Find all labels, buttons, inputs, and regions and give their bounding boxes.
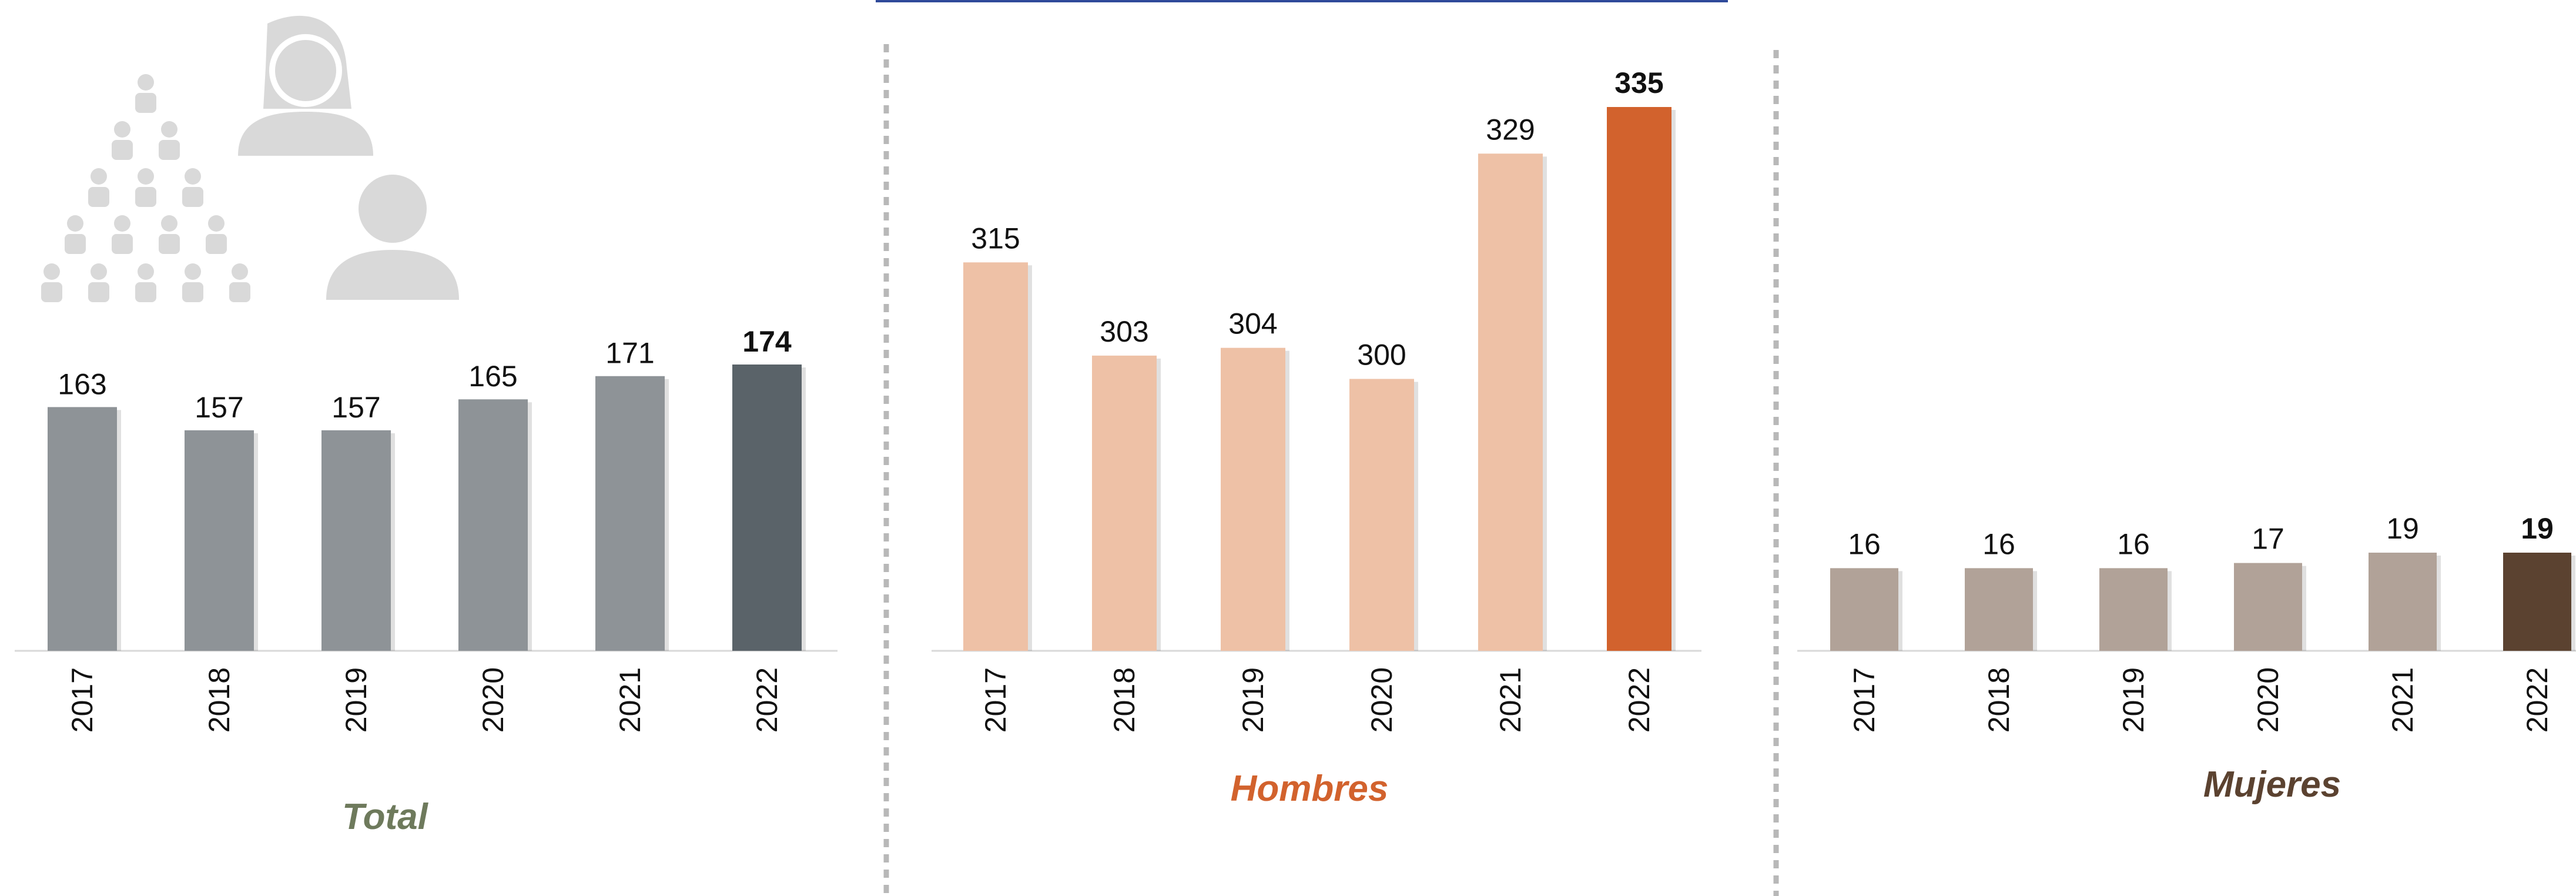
hombres-category-label-2020: 2020 — [1365, 667, 1398, 733]
hombres-bar-2019 — [1221, 347, 1285, 651]
mujeres-category-label-2021: 2021 — [2386, 667, 2419, 733]
total-category-label-2021: 2021 — [614, 667, 646, 733]
mujeres-category-label-2017: 2017 — [1848, 667, 1881, 733]
total-value-label-2022: 174 — [742, 325, 792, 358]
total-bar-2017 — [48, 407, 117, 651]
total-bar-2020 — [458, 399, 528, 651]
mujeres-bar-2019 — [2099, 568, 2168, 651]
hombres-category-label-2022: 2022 — [1623, 667, 1656, 733]
hombres-category-label-2019: 2019 — [1237, 667, 1269, 733]
mujeres-category-label-2022: 2022 — [2521, 667, 2554, 733]
hombres-bar-2021 — [1478, 153, 1543, 651]
chart-panel-mujeres: 16 2017 16 2018 16 2019 17 2020 19 2021 19 2022 Muje… — [1797, 512, 2576, 805]
hombres-category-label-2018: 2018 — [1108, 667, 1141, 733]
mujeres-category-label-2020: 2020 — [2252, 667, 2284, 733]
total-value-label-2017: 163 — [58, 367, 106, 400]
mujeres-panel-title: Mujeres — [2203, 764, 2341, 805]
mujeres-category-label-2019: 2019 — [2117, 667, 2150, 733]
total-category-label-2017: 2017 — [66, 667, 99, 733]
hombres-value-label-2021: 329 — [1486, 113, 1535, 146]
people-pyramid-icon — [41, 15, 459, 302]
mujeres-bar-2018 — [1965, 568, 2033, 651]
total-bar-2018 — [185, 430, 254, 651]
mujeres-value-label-2020: 17 — [2252, 523, 2284, 556]
mujeres-bar-2022 — [2503, 553, 2571, 651]
total-category-label-2022: 2022 — [751, 667, 783, 733]
mujeres-category-label-2018: 2018 — [1982, 667, 2015, 733]
total-value-label-2019: 157 — [331, 391, 380, 424]
total-panel-title: Total — [342, 797, 429, 837]
hombres-value-label-2020: 300 — [1357, 339, 1406, 372]
chart-panel-hombres: 315 2017 303 2018 304 2019 300 2020 329 2021 335 20… — [932, 66, 1701, 809]
chart-panel-total: 163 2017 157 2018 157 2019 165 2020 171 2021 174 20… — [15, 325, 838, 837]
mujeres-value-label-2021: 19 — [2386, 512, 2419, 545]
hombres-value-label-2019: 304 — [1228, 307, 1277, 340]
mujeres-value-label-2019: 16 — [2117, 527, 2150, 560]
total-value-label-2021: 171 — [605, 337, 654, 370]
hombres-value-label-2022: 335 — [1614, 66, 1663, 99]
total-bar-2019 — [321, 430, 391, 651]
mujeres-bar-2020 — [2234, 563, 2302, 651]
mujeres-value-label-2018: 16 — [1982, 527, 2015, 560]
hombres-bar-2018 — [1092, 355, 1157, 651]
hombres-bar-2017 — [963, 262, 1028, 651]
hombres-category-label-2021: 2021 — [1494, 667, 1527, 733]
hombres-panel-title: Hombres — [1231, 768, 1389, 809]
total-category-label-2019: 2019 — [340, 667, 373, 733]
mujeres-value-label-2022: 19 — [2521, 512, 2554, 545]
woman-icon — [238, 15, 373, 156]
hombres-value-label-2018: 303 — [1100, 315, 1148, 348]
hombres-category-label-2017: 2017 — [979, 667, 1012, 733]
cropped-title-strip — [876, 0, 1728, 2]
mujeres-bar-2017 — [1830, 568, 1898, 651]
total-value-label-2018: 157 — [195, 391, 243, 424]
hombres-value-label-2017: 315 — [971, 222, 1020, 255]
total-category-label-2018: 2018 — [203, 667, 236, 733]
man-icon — [326, 170, 459, 300]
total-bar-2022 — [732, 365, 802, 651]
crowd-icon — [41, 74, 250, 302]
hombres-bar-2020 — [1349, 379, 1414, 651]
hombres-bar-2022 — [1607, 107, 1671, 651]
total-value-label-2020: 165 — [468, 360, 517, 393]
total-category-label-2020: 2020 — [477, 667, 510, 733]
mujeres-bar-2021 — [2369, 553, 2437, 651]
mujeres-value-label-2017: 16 — [1848, 527, 1881, 560]
total-bar-2021 — [595, 376, 665, 651]
